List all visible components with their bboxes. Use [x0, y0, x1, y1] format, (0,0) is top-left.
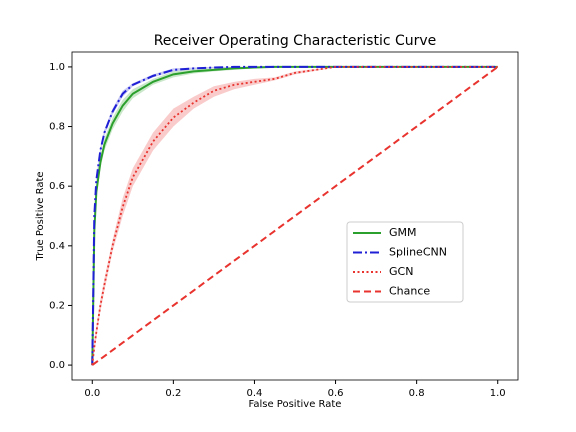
y-tick-label: 1.0: [49, 62, 65, 73]
y-tick-label: 0.8: [49, 122, 65, 133]
series-line: [91, 66, 499, 366]
series-line: [91, 66, 498, 366]
chart-title: Receiver Operating Characteristic Curve: [154, 33, 437, 49]
x-tick-label: 0.8: [409, 388, 425, 399]
legend-label: GCN: [389, 265, 413, 278]
legend: GMM SplineCNN GCN Chance: [346, 221, 464, 303]
legend-label: SplineCNN: [389, 246, 447, 259]
confidence-band: [92, 66, 498, 366]
legend-label: GMM: [389, 226, 417, 239]
x-tick-label: 1.0: [490, 388, 506, 399]
series-line: [91, 65, 498, 366]
x-tick-label: 0.2: [165, 388, 181, 399]
y-axis-label: True Positive Rate: [35, 171, 46, 261]
x-axis-label: False Positive Rate: [249, 399, 342, 410]
plot-frame: [71, 51, 519, 381]
y-tick-label: 0.2: [49, 300, 65, 311]
x-tick-label: 0.6: [328, 388, 344, 399]
series-line: [91, 65, 498, 366]
x-tick-label: 0.4: [247, 388, 263, 399]
confidence-band: [92, 66, 498, 366]
legend-label: Chance: [389, 285, 430, 298]
y-tick-label: 0.6: [49, 181, 65, 192]
x-tick-label: 0.0: [84, 388, 100, 399]
legend-frame: [346, 221, 464, 303]
y-tick-label: 0.4: [49, 241, 65, 252]
confidence-band: [92, 66, 498, 366]
y-tick-label: 0.0: [49, 360, 65, 371]
